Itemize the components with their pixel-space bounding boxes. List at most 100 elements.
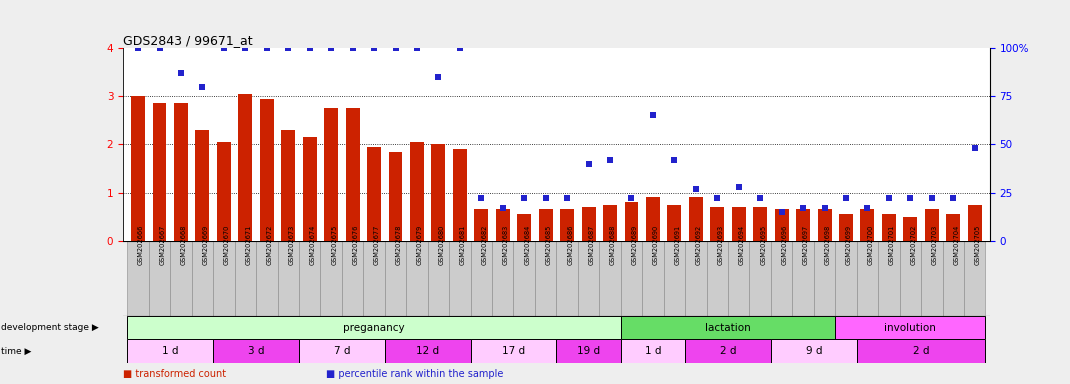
Bar [732,207,746,241]
Text: ■ percentile rank within the sample: ■ percentile rank within the sample [326,369,504,379]
Bar [924,209,938,241]
Bar [299,241,320,316]
Point [730,184,747,190]
Bar [153,103,167,241]
Bar [239,94,253,241]
Bar [857,241,878,316]
Point [494,205,511,211]
Bar [149,241,170,316]
Point [751,195,768,202]
Text: GSM202675: GSM202675 [331,224,337,265]
Bar [132,96,146,241]
Bar [127,316,621,339]
Bar [320,241,342,316]
Bar [728,241,749,316]
Bar [281,130,295,241]
Text: GSM202704: GSM202704 [953,224,960,265]
Bar [793,241,814,316]
Point [387,45,404,51]
Text: GSM202699: GSM202699 [846,225,852,265]
Text: GSM202700: GSM202700 [868,224,873,265]
Bar [217,142,231,241]
Point [430,74,447,80]
Text: GSM202688: GSM202688 [610,224,616,265]
Bar [689,197,703,241]
Text: time ▶: time ▶ [1,347,31,356]
Bar [817,209,831,241]
Point [666,157,683,163]
Bar [535,241,556,316]
Bar [878,241,900,316]
Text: development stage ▶: development stage ▶ [1,323,98,332]
Bar [860,209,874,241]
Bar [964,241,985,316]
Bar [127,339,213,363]
Bar [621,241,642,316]
Point [774,209,791,215]
Bar [303,137,317,241]
Text: 1 d: 1 d [645,346,661,356]
Bar [642,241,663,316]
Point [409,45,426,51]
Bar [260,99,274,241]
Text: GSM202670: GSM202670 [224,224,230,265]
Text: GSM202697: GSM202697 [804,224,809,265]
Bar [196,130,210,241]
Text: GSM202681: GSM202681 [460,224,465,265]
Text: GSM202696: GSM202696 [782,224,788,265]
Point [601,157,618,163]
Bar [471,241,492,316]
Point [687,185,704,192]
Bar [603,205,617,241]
Bar [578,241,599,316]
Bar [685,241,706,316]
Text: GSM202694: GSM202694 [738,224,745,265]
Text: preganancy: preganancy [343,323,404,333]
Bar [839,214,853,241]
Point [279,45,296,51]
Point [838,195,855,202]
Text: 3 d: 3 d [248,346,264,356]
Bar [685,339,770,363]
Text: GSM202692: GSM202692 [696,224,702,265]
Text: GSM202684: GSM202684 [524,224,531,265]
Point [473,195,490,202]
Bar [471,339,556,363]
Text: 2 d: 2 d [913,346,930,356]
Bar [663,241,685,316]
Point [366,45,383,51]
Bar [538,209,552,241]
Point [194,83,211,89]
Bar [646,197,660,241]
Text: GSM202677: GSM202677 [374,224,380,265]
Point [452,45,469,51]
Bar [170,241,192,316]
Text: GSM202682: GSM202682 [482,224,487,265]
Text: GSM202676: GSM202676 [353,224,358,265]
Text: GSM202695: GSM202695 [760,224,766,265]
Text: involution: involution [885,323,936,333]
Point [816,205,834,211]
Text: GSM202669: GSM202669 [202,224,209,265]
Point [623,195,640,202]
Bar [299,339,385,363]
Bar [385,241,407,316]
Text: 2 d: 2 d [720,346,736,356]
Bar [582,207,596,241]
Bar [453,149,467,241]
Bar [364,241,385,316]
Bar [625,202,639,241]
Bar [556,241,578,316]
Bar [385,339,471,363]
Text: GSM202672: GSM202672 [266,224,273,265]
Point [923,195,941,202]
Bar [943,241,964,316]
Bar [428,241,449,316]
Point [881,195,898,202]
Point [859,205,876,211]
Bar [900,241,921,316]
Bar [668,205,682,241]
Text: GSM202667: GSM202667 [159,224,166,265]
Text: GSM202687: GSM202687 [588,224,595,265]
Bar [431,144,445,241]
